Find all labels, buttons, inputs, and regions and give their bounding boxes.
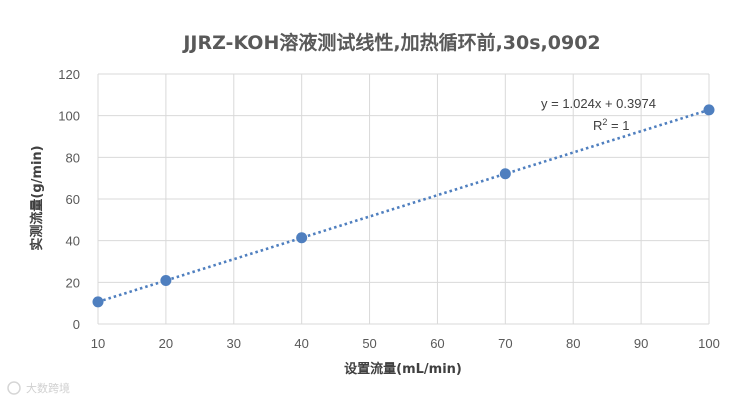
- data-point: [296, 232, 308, 244]
- x-tick-label: 50: [362, 336, 376, 351]
- data-point: [160, 274, 172, 286]
- x-tick-label: 30: [227, 336, 241, 351]
- y-tick-label: 80: [66, 150, 80, 165]
- watermark-logo-icon: [7, 381, 21, 395]
- x-tick-label: 80: [566, 336, 580, 351]
- x-tick-label: 90: [634, 336, 648, 351]
- data-point: [92, 296, 104, 308]
- trendline-equation: y = 1.024x + 0.3974: [541, 96, 656, 111]
- data-point: [499, 168, 511, 180]
- watermark-text: 大数跨境: [26, 381, 70, 395]
- y-tick-label: 100: [58, 109, 80, 124]
- data-points: [92, 104, 715, 308]
- y-axis-title: 实测流量(g/min): [29, 145, 45, 250]
- y-tick-label: 120: [58, 67, 80, 82]
- x-axis-title: 设置流量(mL/min): [344, 361, 462, 377]
- chart-title: JJRZ-KOH溶液测试线性,加热循环前,30s,0902: [181, 31, 600, 54]
- tick-labels: 10 20 30 40 50 60 70 80 90 100 0 20 40 60 80 100 120: [58, 67, 720, 351]
- y-tick-label: 0: [73, 317, 80, 332]
- grid: [97, 73, 710, 325]
- x-tick-label: 60: [430, 336, 444, 351]
- x-tick-label: 10: [91, 336, 105, 351]
- y-tick-label: 40: [66, 234, 80, 249]
- trendline: [97, 108, 710, 304]
- y-tick-label: 60: [66, 192, 80, 207]
- x-tick-label: 40: [294, 336, 308, 351]
- y-tick-label: 20: [66, 275, 80, 290]
- x-tick-label: 20: [159, 336, 173, 351]
- x-tick-label: 100: [698, 336, 720, 351]
- watermark: 大数跨境: [7, 381, 70, 395]
- r-squared: R2 = 1: [593, 117, 629, 133]
- x-tick-label: 70: [498, 336, 512, 351]
- data-point: [703, 104, 715, 116]
